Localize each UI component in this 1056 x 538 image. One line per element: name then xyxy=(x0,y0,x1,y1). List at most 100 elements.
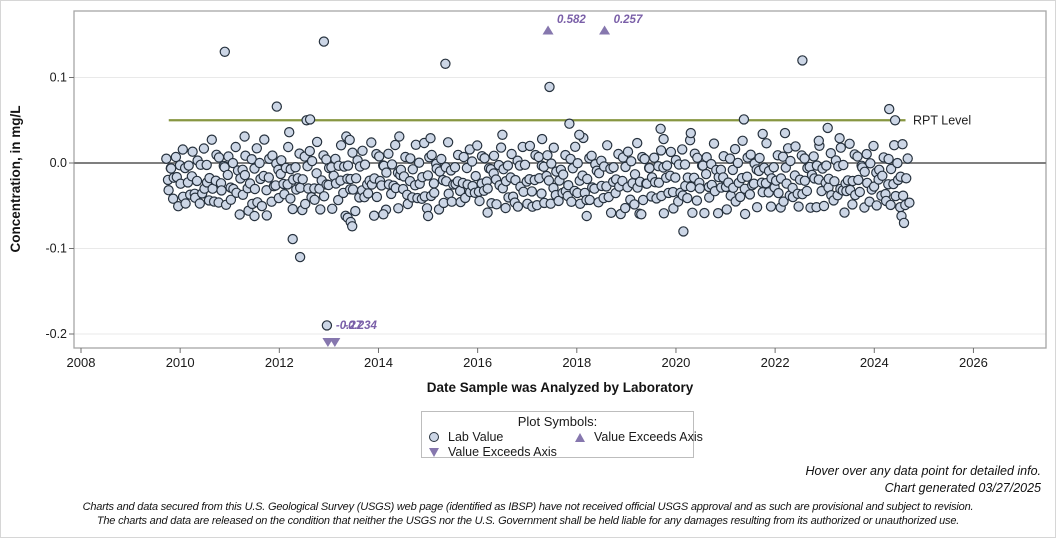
lab-value-point[interactable] xyxy=(311,136,323,148)
lab-value-point[interactable] xyxy=(271,101,282,112)
lab-value-point[interactable] xyxy=(449,162,461,173)
lab-value-point[interactable] xyxy=(502,160,514,171)
lab-value-point[interactable] xyxy=(216,185,227,196)
lab-value-point[interactable] xyxy=(261,210,272,221)
lab-value-point[interactable] xyxy=(276,155,287,166)
lab-value-point[interactable] xyxy=(183,160,194,171)
lab-value-point[interactable] xyxy=(779,127,791,139)
lab-value-point[interactable] xyxy=(835,142,847,153)
lab-value-point[interactable] xyxy=(658,208,670,219)
lab-value-point[interactable] xyxy=(685,181,697,193)
lab-value-point[interactable] xyxy=(378,209,389,220)
lab-value-point[interactable] xyxy=(163,184,174,196)
lab-value-point[interactable] xyxy=(885,163,897,175)
lab-value-point[interactable] xyxy=(284,126,295,138)
lab-value-point[interactable] xyxy=(309,194,320,205)
lab-value-point[interactable] xyxy=(566,196,577,207)
lab-value-point[interactable] xyxy=(629,199,640,210)
lab-value-point[interactable] xyxy=(839,207,850,218)
lab-value-point[interactable] xyxy=(470,170,481,182)
lab-value-point[interactable] xyxy=(294,251,306,263)
exceeds-axis-down-marker[interactable] xyxy=(322,338,334,347)
lab-value-point[interactable] xyxy=(865,158,876,169)
lab-value-point[interactable] xyxy=(524,140,536,152)
lab-value-point[interactable] xyxy=(584,194,595,206)
lab-value-point[interactable] xyxy=(251,143,262,154)
lab-value-point[interactable] xyxy=(287,233,298,245)
lab-value-point[interactable] xyxy=(256,200,268,212)
lab-value-point[interactable] xyxy=(778,196,789,207)
lab-value-point[interactable] xyxy=(306,155,318,167)
lab-value-point[interactable] xyxy=(822,122,833,134)
lab-value-point[interactable] xyxy=(877,170,888,181)
lab-value-point[interactable] xyxy=(359,159,371,170)
lab-value-point[interactable] xyxy=(854,186,866,198)
lab-value-point[interactable] xyxy=(901,173,912,184)
lab-value-point[interactable] xyxy=(768,162,780,173)
lab-value-point[interactable] xyxy=(347,221,358,232)
lab-value-point[interactable] xyxy=(544,81,555,93)
lab-value-point[interactable] xyxy=(442,137,454,148)
lab-value-point[interactable] xyxy=(225,194,237,205)
lab-value-point[interactable] xyxy=(697,160,709,171)
lab-value-point[interactable] xyxy=(198,143,210,154)
lab-value-point[interactable] xyxy=(785,155,796,167)
lab-value-point[interactable] xyxy=(381,167,392,178)
lab-value-point[interactable] xyxy=(892,157,903,169)
lab-value-point[interactable] xyxy=(300,198,311,210)
lab-value-point[interactable] xyxy=(234,209,245,220)
lab-value-point[interactable] xyxy=(333,194,344,206)
lab-value-point[interactable] xyxy=(653,177,665,188)
lab-value-point[interactable] xyxy=(581,210,592,222)
lab-value-point[interactable] xyxy=(488,150,500,161)
lab-value-point[interactable] xyxy=(799,175,811,186)
lab-value-point[interactable] xyxy=(570,141,581,152)
lab-value-point[interactable] xyxy=(622,146,634,157)
lab-value-point[interactable] xyxy=(724,153,736,164)
lab-value-point[interactable] xyxy=(177,144,188,155)
lab-value-point[interactable] xyxy=(327,203,338,214)
lab-value-point[interactable] xyxy=(844,138,855,149)
lab-value-point[interactable] xyxy=(564,118,575,129)
lab-value-point[interactable] xyxy=(290,162,301,173)
lab-value-point[interactable] xyxy=(519,159,531,170)
lab-value-point[interactable] xyxy=(429,187,440,198)
lab-value-point[interactable] xyxy=(704,192,715,203)
lab-value-point[interactable] xyxy=(249,210,260,222)
lab-value-point[interactable] xyxy=(868,140,879,152)
lab-value-point[interactable] xyxy=(572,157,583,169)
lab-value-point[interactable] xyxy=(161,153,172,164)
lab-value-point[interactable] xyxy=(884,103,895,115)
lab-value-point[interactable] xyxy=(374,151,385,162)
lab-value-point[interactable] xyxy=(548,142,560,153)
lab-value-point[interactable] xyxy=(428,178,440,189)
lab-value-point[interactable] xyxy=(219,46,230,58)
lab-value-point[interactable] xyxy=(482,183,493,194)
lab-value-point[interactable] xyxy=(436,153,447,165)
lab-value-point[interactable] xyxy=(362,188,374,199)
lab-value-point[interactable] xyxy=(425,132,436,144)
lab-value-point[interactable] xyxy=(639,153,650,165)
lab-value-point[interactable] xyxy=(206,134,217,145)
lab-value-point[interactable] xyxy=(321,320,333,331)
lab-value-point[interactable] xyxy=(472,140,483,151)
lab-value-point[interactable] xyxy=(655,123,666,135)
lab-value-point[interactable] xyxy=(394,131,405,142)
lab-value-point[interactable] xyxy=(790,141,801,152)
lab-value-point[interactable] xyxy=(727,164,739,176)
lab-value-point[interactable] xyxy=(608,162,619,173)
lab-value-point[interactable] xyxy=(318,36,330,47)
lab-value-point[interactable] xyxy=(390,139,401,151)
lab-value-point[interactable] xyxy=(254,157,265,169)
lab-value-point[interactable] xyxy=(230,141,241,153)
lab-value-point[interactable] xyxy=(665,146,677,158)
lab-value-point[interactable] xyxy=(626,156,637,167)
lab-value-point[interactable] xyxy=(629,169,641,180)
lab-value-point[interactable] xyxy=(446,196,457,207)
lab-value-point[interactable] xyxy=(491,199,502,210)
lab-value-point[interactable] xyxy=(283,141,294,153)
lab-value-point[interactable] xyxy=(542,150,553,161)
lab-value-point[interactable] xyxy=(574,129,585,140)
lab-value-point[interactable] xyxy=(393,203,404,214)
lab-value-point[interactable] xyxy=(687,207,698,218)
